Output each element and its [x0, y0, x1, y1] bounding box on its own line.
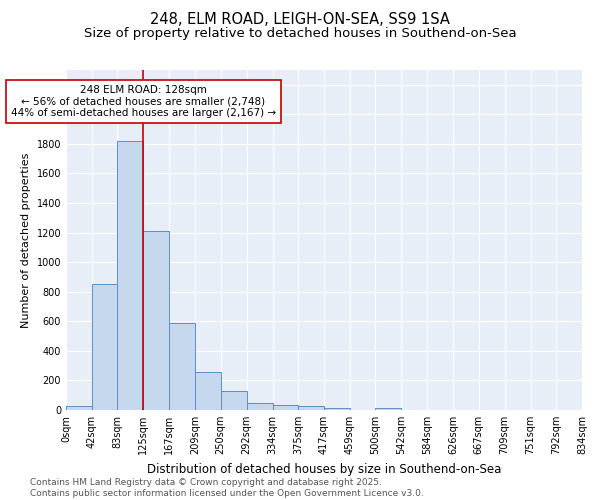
Bar [272, 405, 298, 410]
Text: 248 ELM ROAD: 128sqm
← 56% of detached houses are smaller (2,748)
44% of semi-de: 248 ELM ROAD: 128sqm ← 56% of detached h… [11, 85, 276, 118]
X-axis label: Distribution of detached houses by size in Southend-on-Sea: Distribution of detached houses by size … [147, 462, 501, 475]
Bar [118, 141, 143, 410]
Bar [221, 391, 247, 410]
Bar [376, 408, 401, 410]
Bar [92, 284, 118, 410]
Bar [298, 406, 324, 410]
Bar [169, 323, 196, 410]
Y-axis label: Number of detached properties: Number of detached properties [21, 152, 31, 328]
Bar [324, 408, 350, 410]
Text: 248, ELM ROAD, LEIGH-ON-SEA, SS9 1SA: 248, ELM ROAD, LEIGH-ON-SEA, SS9 1SA [150, 12, 450, 28]
Bar [66, 406, 92, 410]
Text: Size of property relative to detached houses in Southend-on-Sea: Size of property relative to detached ho… [83, 28, 517, 40]
Bar [247, 404, 272, 410]
Text: Contains HM Land Registry data © Crown copyright and database right 2025.
Contai: Contains HM Land Registry data © Crown c… [30, 478, 424, 498]
Bar [196, 372, 221, 410]
Bar [143, 231, 169, 410]
